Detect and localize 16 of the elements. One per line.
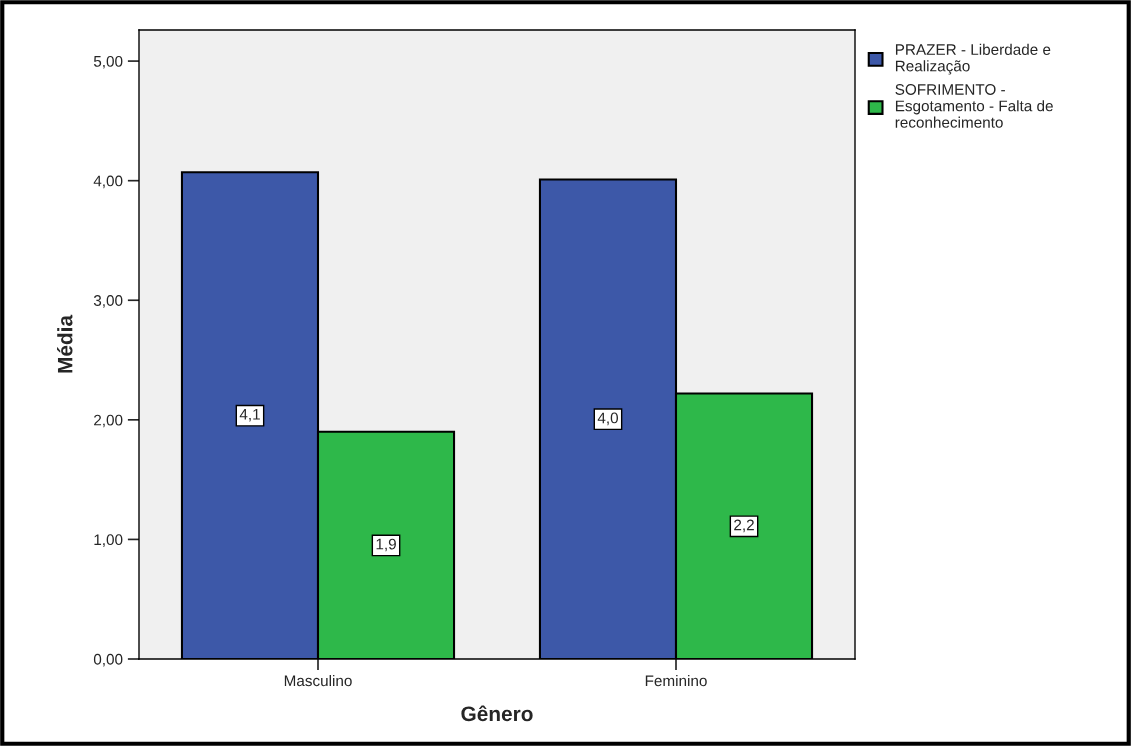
- y-tick-label: 1,00: [94, 534, 123, 547]
- y-axis-title: Média: [57, 314, 73, 373]
- data-label: 2,2: [734, 519, 754, 533]
- x-axis-title: Gênero: [461, 705, 533, 722]
- y-tick-label: 3,00: [93, 295, 123, 308]
- y-tick-label: 5,00: [93, 55, 123, 69]
- y-tick-label: 0,00: [93, 653, 123, 667]
- legend-label: PRAZER - Liberdade e Realização: [895, 43, 1051, 75]
- data-label: 1,9: [376, 538, 396, 552]
- x-tick-label: Feminino: [645, 674, 707, 687]
- data-label: 4,0: [597, 412, 618, 426]
- data-label: 4,1: [239, 409, 260, 422]
- legend-label: SOFRIMENTO - Esgotamento - Falta de reconhecimento: [895, 84, 1053, 128]
- x-tick-label: Masculino: [284, 674, 352, 687]
- y-tick-label: 2,00: [94, 414, 123, 428]
- y-tick-label: 4,00: [93, 175, 123, 189]
